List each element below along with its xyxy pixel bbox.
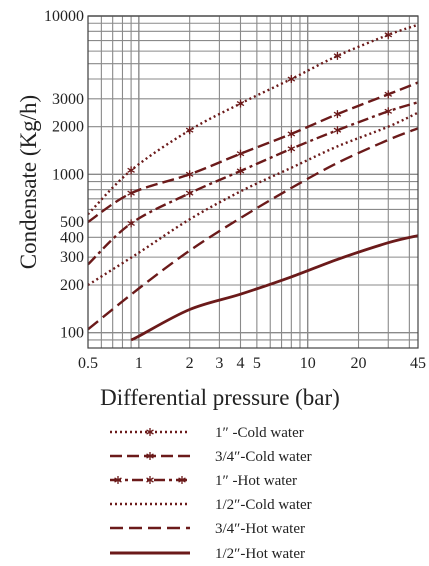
series-marker xyxy=(185,170,194,179)
series-marker xyxy=(384,30,393,39)
series-line xyxy=(88,127,418,331)
plot-frame xyxy=(87,15,419,349)
series-line xyxy=(88,23,418,216)
x-tick-label: 4 xyxy=(236,355,244,372)
x-tick-label: 3 xyxy=(215,355,223,372)
series-marker xyxy=(236,149,245,158)
y-tick-label: 10000 xyxy=(44,8,84,25)
y-tick-label: 400 xyxy=(60,229,84,246)
series-line xyxy=(88,101,418,266)
legend-label: 3/4″-Cold water xyxy=(215,449,312,465)
series-marker xyxy=(127,189,135,198)
series-marker xyxy=(127,219,135,228)
x-tick-label: 45 xyxy=(410,355,426,372)
legend-label: 1″ -Cold water xyxy=(215,425,304,441)
series-line xyxy=(130,234,418,342)
series-marker xyxy=(236,166,245,175)
series-marker xyxy=(146,452,154,460)
legend-label: 1″ -Hot water xyxy=(215,473,297,489)
series-marker xyxy=(333,126,342,135)
series-marker xyxy=(178,476,186,484)
legend-label: 1/2″-Cold water xyxy=(215,497,312,513)
x-tick-label: 1 xyxy=(135,355,143,372)
y-tick-label: 500 xyxy=(60,214,84,231)
y-axis-title: Condensate (Kg/h) xyxy=(16,95,41,269)
x-tick-label: 2 xyxy=(186,355,194,372)
series-marker xyxy=(287,144,296,153)
y-tick-label: 3000 xyxy=(52,91,84,108)
legend: 1″ -Cold water 3/4″-Cold water 1″ -Hot wat… xyxy=(110,425,312,562)
x-tick-label: 5 xyxy=(253,355,261,372)
y-tick-label: 1000 xyxy=(52,166,84,183)
series-marker xyxy=(146,428,154,436)
x-tick-label: 0.5 xyxy=(78,355,98,372)
legend-item: 1/2″-Hot water xyxy=(110,546,305,562)
series-marker xyxy=(146,476,154,484)
series-marker xyxy=(384,90,393,99)
series-marker xyxy=(384,107,393,116)
legend-item: 1/2″-Cold water xyxy=(110,497,312,513)
series-line xyxy=(88,111,418,287)
x-axis-title: Differential pressure (bar) xyxy=(100,385,340,410)
series-layer xyxy=(88,23,418,342)
legend-item: 3/4″-Cold water xyxy=(110,449,312,465)
x-tick-label: 10 xyxy=(300,355,316,372)
series-marker xyxy=(333,110,342,119)
series-marker xyxy=(287,129,296,138)
series-marker xyxy=(185,126,194,135)
grid xyxy=(87,15,418,349)
y-tick-label: 300 xyxy=(60,249,84,266)
legend-label: 3/4″-Hot water xyxy=(215,521,305,537)
series-marker xyxy=(333,51,342,60)
x-tick-label: 20 xyxy=(351,355,367,372)
series-marker xyxy=(127,166,135,175)
x-tick-labels: 0.5 1 2 3 4 5 10 20 45 xyxy=(78,355,426,372)
legend-item: 1″ -Hot water xyxy=(110,473,297,489)
legend-label: 1/2″-Hot water xyxy=(215,546,305,562)
legend-item: 1″ -Cold water xyxy=(110,425,304,441)
series-marker xyxy=(185,189,194,198)
legend-item: 3/4″-Hot water xyxy=(110,521,305,537)
y-tick-label: 100 xyxy=(60,325,84,342)
y-tick-label: 2000 xyxy=(52,119,84,136)
series-marker xyxy=(287,75,296,84)
y-tick-label: 200 xyxy=(60,277,84,294)
series-marker xyxy=(114,476,122,484)
series-marker xyxy=(236,99,245,108)
